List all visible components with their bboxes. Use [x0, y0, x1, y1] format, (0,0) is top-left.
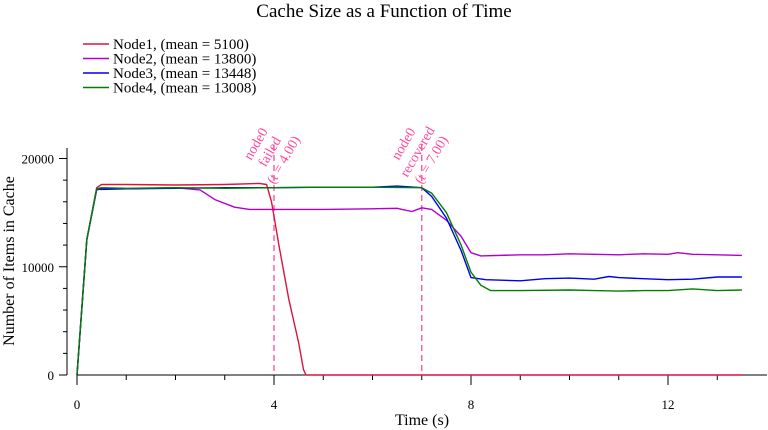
x-tick-label: 4	[271, 397, 278, 412]
y-axis-title: Number of Items in Cache	[1, 176, 18, 346]
y-tick-label: 10000	[22, 260, 55, 275]
series-line-4	[76, 186, 742, 376]
series-line-2	[76, 187, 742, 376]
legend-label: Node2, (mean = 13800)	[113, 52, 256, 68]
series-layer	[76, 182, 742, 376]
x-tick-label: 8	[468, 397, 475, 412]
y-tick-label: 20000	[22, 152, 55, 167]
x-axis-title: Time (s)	[395, 412, 449, 429]
legend-label: Node4, (mean = 13008)	[113, 81, 256, 97]
legend: Node1, (mean = 5100)Node2, (mean = 13800…	[83, 37, 256, 97]
series-line-1	[76, 182, 742, 376]
chart-title: Cache Size as a Function of Time	[256, 1, 511, 22]
legend-label: Node1, (mean = 5100)	[113, 37, 249, 53]
series-line-3	[76, 185, 742, 376]
x-tick-label: 0	[74, 397, 81, 412]
legend-label: Node3, (mean = 13448)	[113, 66, 256, 82]
x-tick-label: 12	[662, 397, 675, 412]
y-tick-label: 0	[48, 368, 55, 383]
